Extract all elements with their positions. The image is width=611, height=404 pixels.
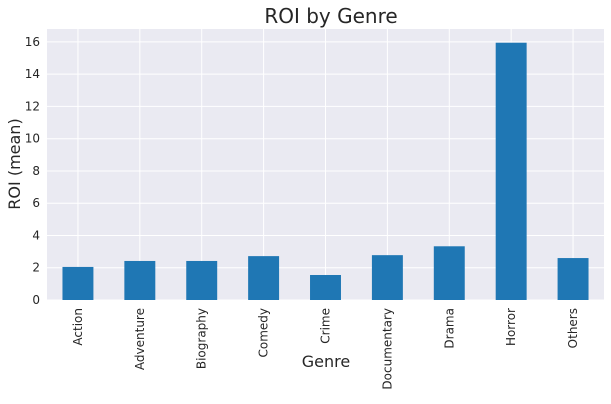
y-axis-ticks: 0 2 4 6 8 10 12 14 16 [25,35,40,307]
x-axis-label: Genre [302,352,350,371]
y-axis-label: ROI (mean) [5,118,24,209]
bar-crime [310,274,341,300]
bar-biography [186,260,218,300]
bar-documentary [371,255,403,300]
bar-horror [495,42,527,301]
grid-layer [47,29,604,301]
x-tick-label-adventure: Adventure [133,308,147,370]
bar-drama [433,246,465,300]
bar-adventure [124,260,156,300]
y-tick-label: 0 [32,293,40,307]
y-tick-label: 8 [32,164,40,178]
bar-others [557,258,589,300]
chart-title: ROI by Genre [264,4,397,28]
y-tick-label: 6 [32,196,40,210]
x-tick-label-drama: Drama [442,308,456,349]
x-tick-label-horror: Horror [504,308,518,346]
x-tick-label-comedy: Comedy [257,308,271,358]
y-tick-label: 14 [25,67,40,81]
bar-comedy [248,256,280,300]
x-tick-label-biography: Biography [195,308,209,369]
x-tick-label-crime: Crime [319,308,333,344]
x-tick-label-others: Others [566,308,580,348]
bar-action [62,266,94,300]
x-tick-label-documentary: Documentary [380,308,394,390]
y-tick-label: 4 [32,228,40,242]
y-tick-label: 12 [25,99,40,113]
y-tick-label: 2 [32,261,40,275]
y-tick-label: 10 [25,132,40,146]
bars-layer [62,42,589,301]
x-axis-ticks: Action Adventure Biography Comedy Crime Docum… [71,308,580,390]
y-tick-label: 16 [25,35,40,49]
x-tick-label-action: Action [71,308,85,346]
